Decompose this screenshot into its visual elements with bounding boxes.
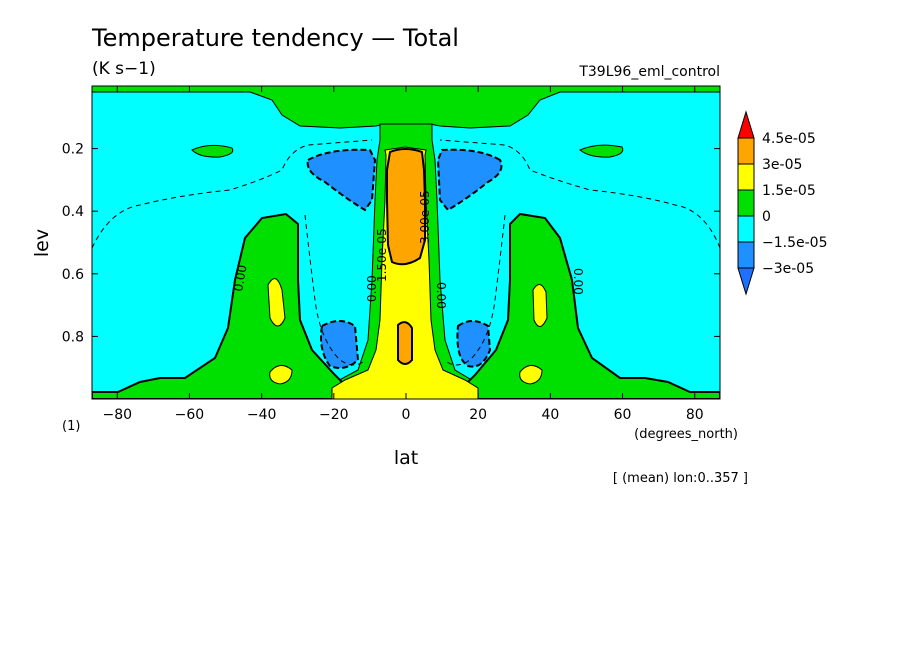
contour-negative-left-inner — [304, 214, 366, 366]
colorbar-bottom-arrow — [737, 267, 755, 296]
run-name: T39L96_eml_control — [578, 64, 720, 80]
x-tick-label: −40 — [247, 407, 277, 423]
lev-unit-note: (1) — [62, 419, 80, 434]
x-tick-label: −20 — [319, 407, 349, 423]
x-tick-label: 40 — [541, 407, 559, 423]
x-axis-label: lat — [394, 447, 418, 469]
y-axis: 0.2 0.4 0.6 0.8 — [62, 142, 720, 345]
contour-field — [92, 86, 720, 399]
contour-negative-right — [439, 139, 720, 249]
colorbar-swatch — [737, 215, 755, 243]
x-tick-label: 60 — [614, 407, 632, 423]
field-very-negative-upper-right — [436, 148, 503, 212]
field-very-high-lower — [397, 321, 413, 365]
field-positive-right — [454, 212, 720, 399]
colorbar-top-arrow — [737, 110, 755, 139]
colorbar-label: 0 — [762, 209, 771, 225]
contour-label: 0.00 — [365, 275, 379, 302]
field-very-negative-lower-right — [456, 320, 492, 368]
y-tick-label: 0.2 — [62, 142, 84, 158]
colorbar-swatch — [737, 241, 755, 269]
colorbar-label: −3e-05 — [762, 261, 814, 277]
contour-negative-left — [92, 139, 373, 249]
colorbar-legend: 4.5e-05 3e-05 1.5e-05 0 −1.5e-05 −3e-05 — [737, 110, 827, 296]
y-tick-label: 0.4 — [62, 204, 84, 220]
field-positive-left — [92, 212, 356, 399]
colorbar-label: −1.5e-05 — [762, 235, 827, 251]
colorbar-label: 4.5e-05 — [762, 131, 816, 147]
contour-negative-right-inner — [444, 214, 506, 366]
field-very-high-core — [386, 148, 426, 266]
x-tick-label: 80 — [686, 407, 704, 423]
field-high-left-bottom — [269, 365, 293, 385]
colorbar-swatch — [737, 189, 755, 217]
y-tick-label: 0.8 — [62, 329, 84, 345]
colorbar-swatch — [737, 137, 755, 165]
field-very-negative-upper-left — [306, 148, 377, 212]
contour-label: 0.00 — [231, 264, 249, 293]
field-positive-island-right — [579, 144, 624, 158]
colorbar-label: 3e-05 — [762, 157, 802, 173]
field-high-left-lobe — [267, 278, 286, 327]
field-high-right-lobe — [532, 284, 548, 327]
contour-label: 1.50e-05 — [375, 228, 389, 282]
colorbar-label: 1.5e-05 — [762, 183, 816, 199]
field-positive-island-left — [191, 144, 234, 158]
y-axis-label: lev — [31, 229, 53, 257]
y-tick-label: 0.6 — [62, 267, 84, 283]
chart-title: Temperature tendency — Total — [91, 24, 459, 52]
x-tick-label: 0 — [402, 407, 411, 423]
x-axis: −80 −60 −40 −20 0 20 40 60 80 — [102, 86, 704, 423]
x-tick-label: −80 — [102, 407, 132, 423]
x-tick-label: −60 — [175, 407, 205, 423]
field-very-negative-lower-left — [320, 320, 360, 369]
colorbar-swatch — [737, 163, 755, 191]
mean-note: [ (mean) lon:0..357 ] — [613, 471, 748, 486]
contour-label: 0.00 — [571, 268, 585, 295]
x-tick-label: 20 — [469, 407, 487, 423]
x-unit-note: (degrees_north) — [634, 427, 738, 442]
contour-label-group: 0.00 0.00 0.00 0.00 1.50e-05 3.00e-05 — [231, 190, 585, 308]
contour-label: 3.00e-05 — [418, 190, 432, 244]
field-high-right-bottom — [519, 365, 543, 385]
units-label: (K s−1) — [92, 59, 156, 79]
contour-label: 0.00 — [434, 282, 448, 309]
